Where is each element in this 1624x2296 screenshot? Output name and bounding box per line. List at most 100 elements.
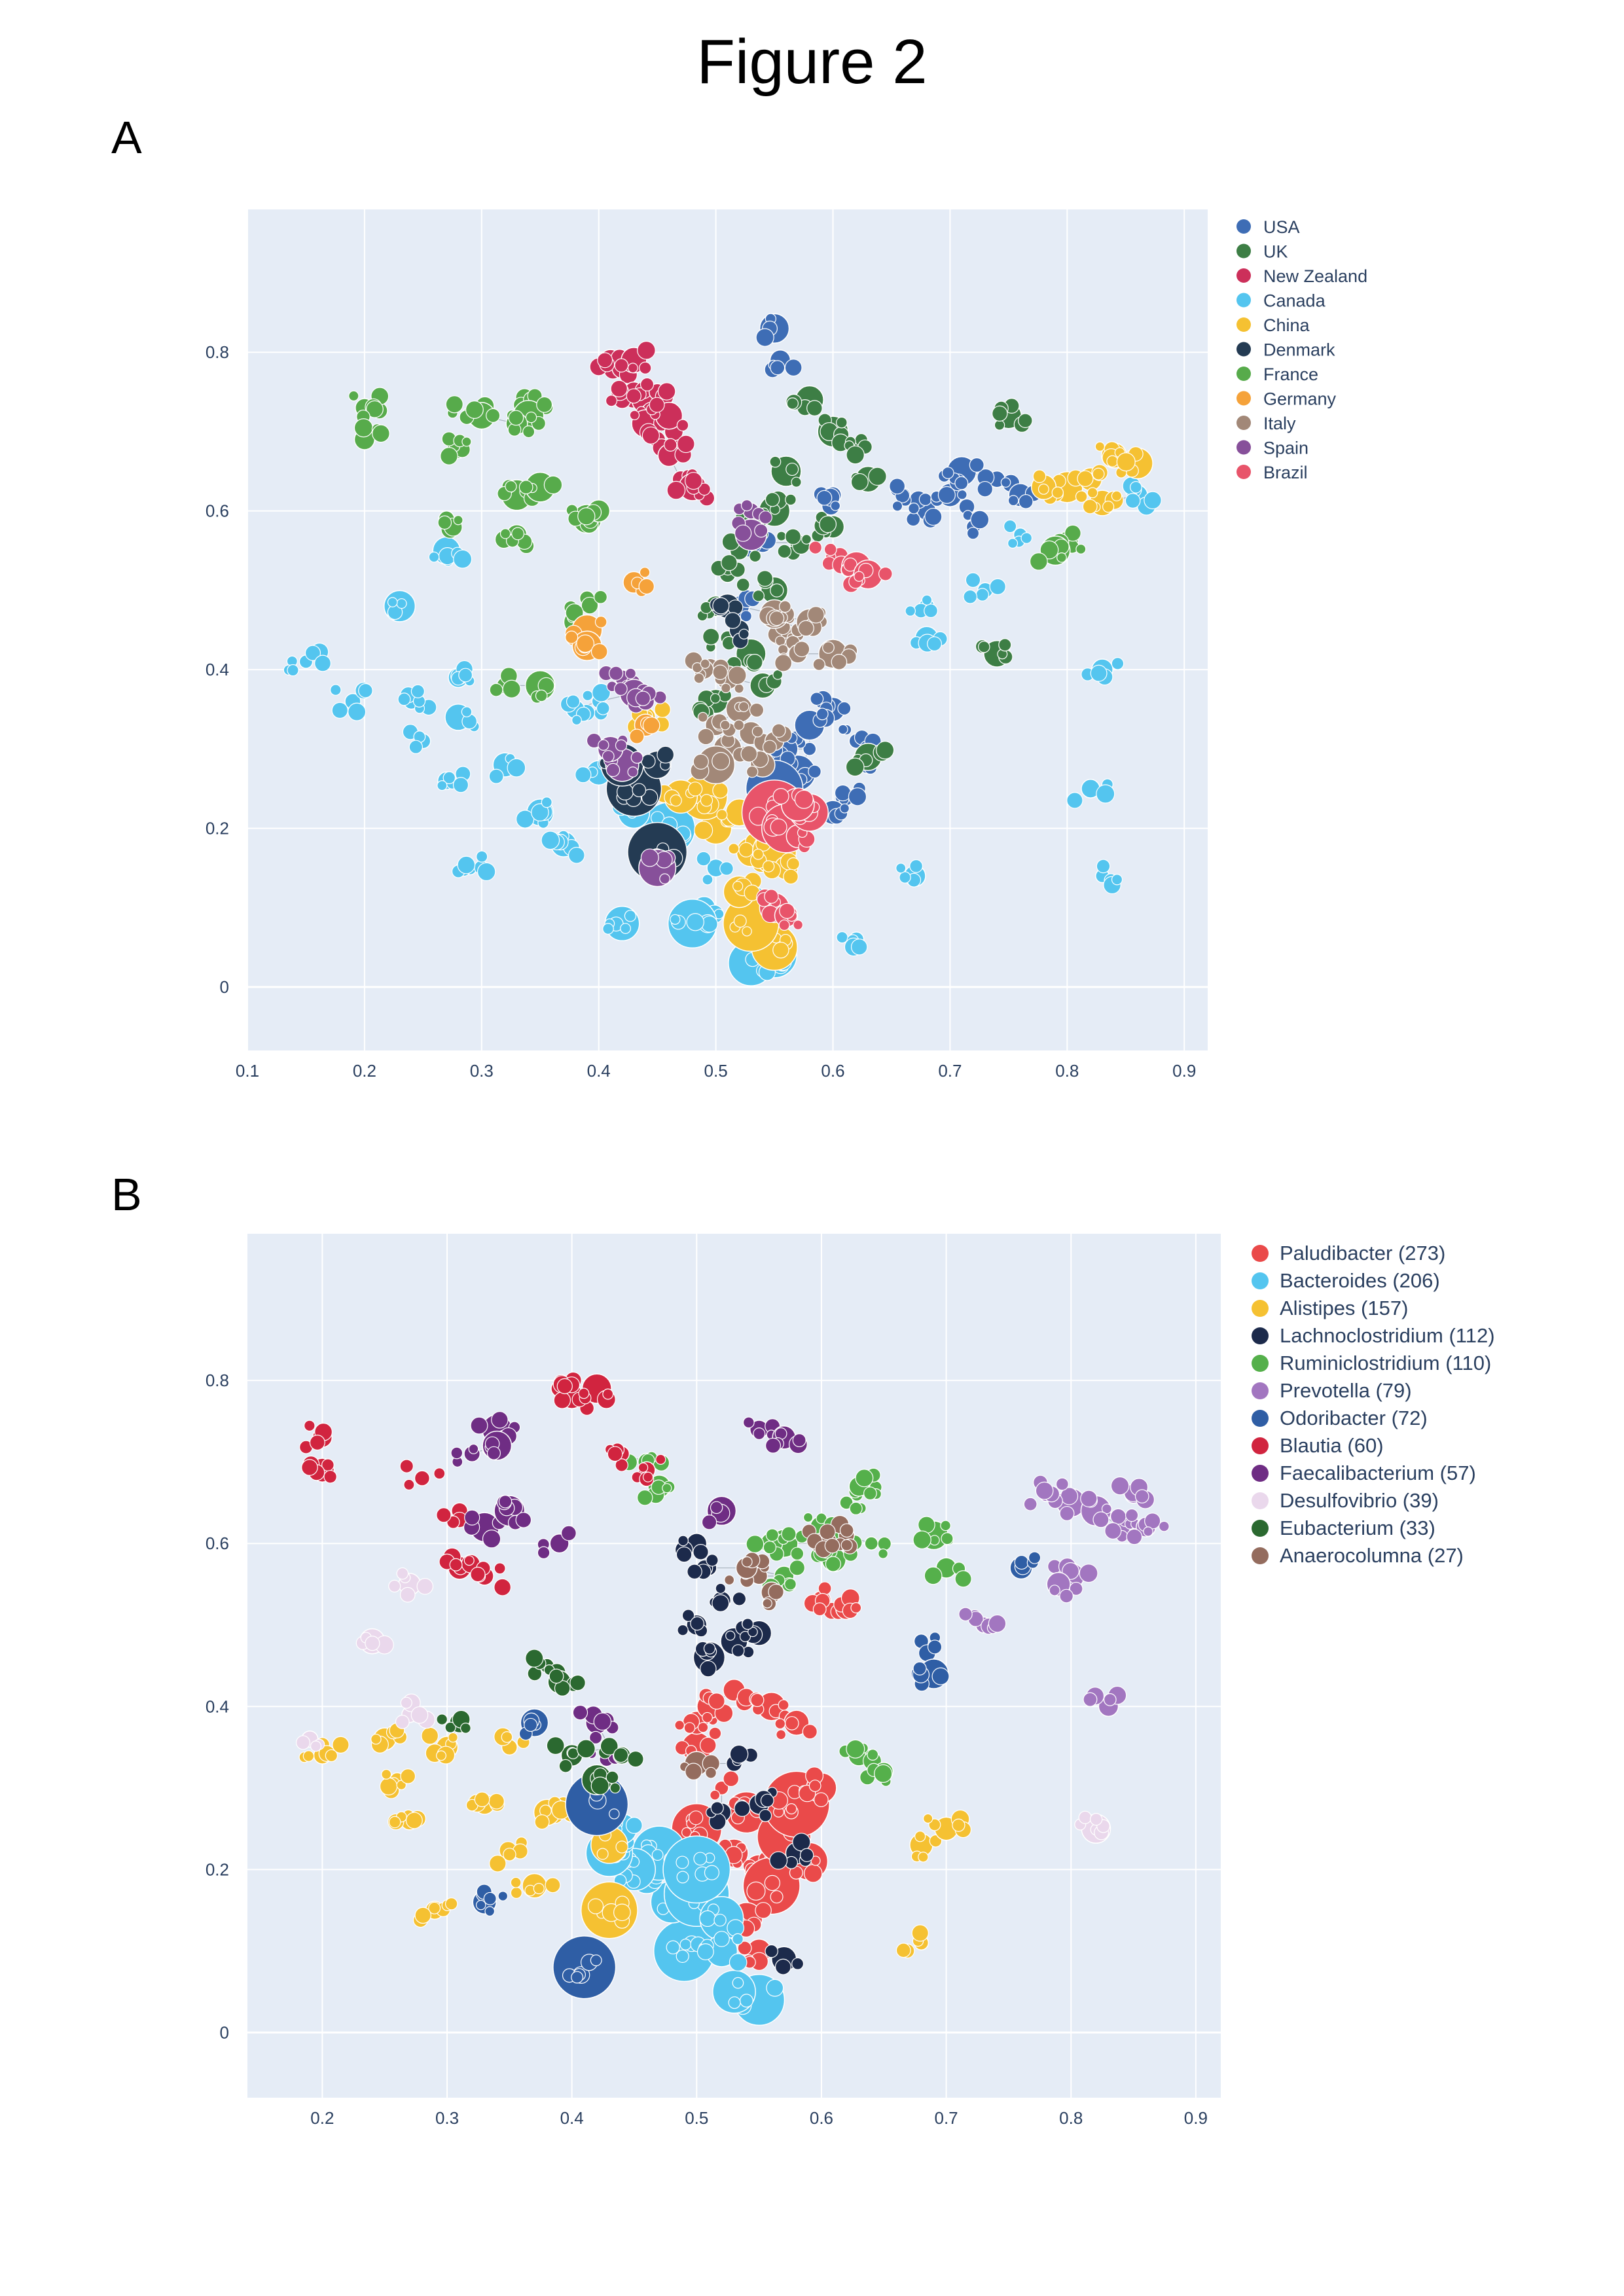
cluster-node	[1104, 1522, 1122, 1540]
cluster-node	[1028, 1551, 1041, 1564]
cluster-node	[1039, 540, 1059, 560]
cluster-node	[776, 1729, 787, 1740]
cluster-node	[1035, 1481, 1054, 1500]
cluster-node	[765, 1437, 782, 1454]
cluster-node	[657, 382, 676, 401]
cluster-node	[703, 1642, 716, 1655]
cluster-node	[892, 501, 903, 512]
cluster-node	[819, 515, 837, 533]
cluster-node	[1014, 1554, 1029, 1570]
legend-marker	[1252, 1245, 1269, 1262]
cluster-node	[696, 1943, 714, 1961]
cluster-node	[1078, 1810, 1092, 1824]
x-tick-label: 0.3	[435, 2108, 459, 2128]
legend-entry: New Zealand	[1263, 266, 1367, 286]
cluster-node	[666, 480, 686, 500]
y-tick-label: 0.4	[206, 1696, 229, 1716]
cluster-node	[731, 1644, 745, 1657]
cluster-node	[453, 515, 463, 526]
series-4	[626, 441, 1153, 971]
cluster-node	[632, 783, 647, 798]
cluster-node	[746, 1535, 765, 1553]
cluster-node	[592, 683, 611, 702]
cluster-node	[845, 757, 865, 777]
cluster-node	[705, 1767, 717, 1779]
data-point	[864, 1536, 878, 1551]
data-point	[414, 1470, 431, 1486]
cluster-node	[410, 1706, 429, 1724]
cluster-node	[911, 1924, 929, 1942]
cluster-node	[507, 758, 526, 778]
cluster-node	[755, 1902, 772, 1919]
cluster-node	[740, 745, 758, 762]
cluster-node	[565, 630, 579, 644]
cluster-node	[642, 716, 660, 734]
cluster-node	[642, 1471, 654, 1482]
x-tick-label: 0.5	[704, 1061, 728, 1081]
cluster-node	[510, 1876, 522, 1888]
cluster-node	[515, 810, 535, 829]
y-tick-label: 0	[220, 2022, 229, 2042]
cluster-node	[501, 1731, 513, 1743]
cluster-node	[464, 1509, 480, 1526]
cluster-node	[702, 874, 713, 886]
cluster-node	[719, 861, 734, 876]
cluster-node	[746, 765, 759, 778]
cluster-node	[1066, 792, 1083, 809]
cluster-node	[689, 1810, 704, 1825]
cluster-node	[541, 797, 552, 808]
cluster-node	[1007, 495, 1019, 507]
cluster-node	[698, 482, 711, 496]
legend-entry: China	[1263, 315, 1310, 335]
legend-marker	[1252, 1520, 1269, 1537]
cluster-node	[421, 1727, 439, 1745]
cluster-node	[436, 1507, 452, 1523]
cluster-node	[769, 1851, 788, 1870]
cluster-node	[824, 1537, 840, 1554]
cluster-node	[576, 634, 594, 653]
x-tick-label: 0.2	[310, 2108, 334, 2128]
cluster-node	[522, 425, 535, 439]
cluster-node	[801, 534, 812, 545]
cluster-node	[596, 1848, 609, 1860]
cluster-node	[461, 437, 472, 447]
cluster-node	[1051, 486, 1064, 499]
y-tick-label: 0.2	[206, 1859, 229, 1879]
series-7	[564, 567, 660, 744]
legend-marker	[1236, 317, 1251, 332]
cluster-node	[674, 1719, 685, 1731]
cluster-node	[511, 527, 525, 541]
cluster-node	[637, 340, 656, 360]
cluster-node	[508, 410, 524, 426]
cluster-node	[593, 1712, 612, 1731]
cluster-node	[759, 511, 772, 524]
cluster-node	[1125, 493, 1141, 509]
cluster-node	[518, 480, 533, 495]
cluster-node	[546, 1736, 565, 1755]
cluster-node	[624, 668, 637, 679]
cluster-node	[397, 692, 411, 706]
x-tick-label: 0.1	[236, 1061, 259, 1081]
cluster-node	[752, 590, 765, 602]
cluster-node	[723, 1770, 740, 1787]
cluster-node	[1126, 1528, 1143, 1545]
cluster-node	[1059, 1588, 1074, 1604]
cluster-node	[629, 728, 645, 744]
cluster-node	[752, 848, 764, 860]
cluster-node	[641, 789, 659, 806]
cluster-node	[791, 1957, 804, 1970]
cluster-node	[403, 1479, 415, 1491]
cluster-node	[719, 719, 731, 730]
cluster-node	[468, 1443, 479, 1454]
cluster-node	[765, 1528, 779, 1542]
cluster-node	[535, 689, 548, 702]
cluster-node	[457, 855, 476, 874]
cluster-node	[685, 1763, 702, 1780]
cluster-node	[729, 1953, 748, 1972]
cluster-node	[874, 1764, 893, 1783]
cluster-node	[1110, 1508, 1127, 1525]
cluster-node	[1038, 483, 1049, 495]
cluster-node	[912, 1661, 927, 1676]
cluster-node	[1134, 1489, 1149, 1504]
cluster-node	[750, 1693, 765, 1708]
